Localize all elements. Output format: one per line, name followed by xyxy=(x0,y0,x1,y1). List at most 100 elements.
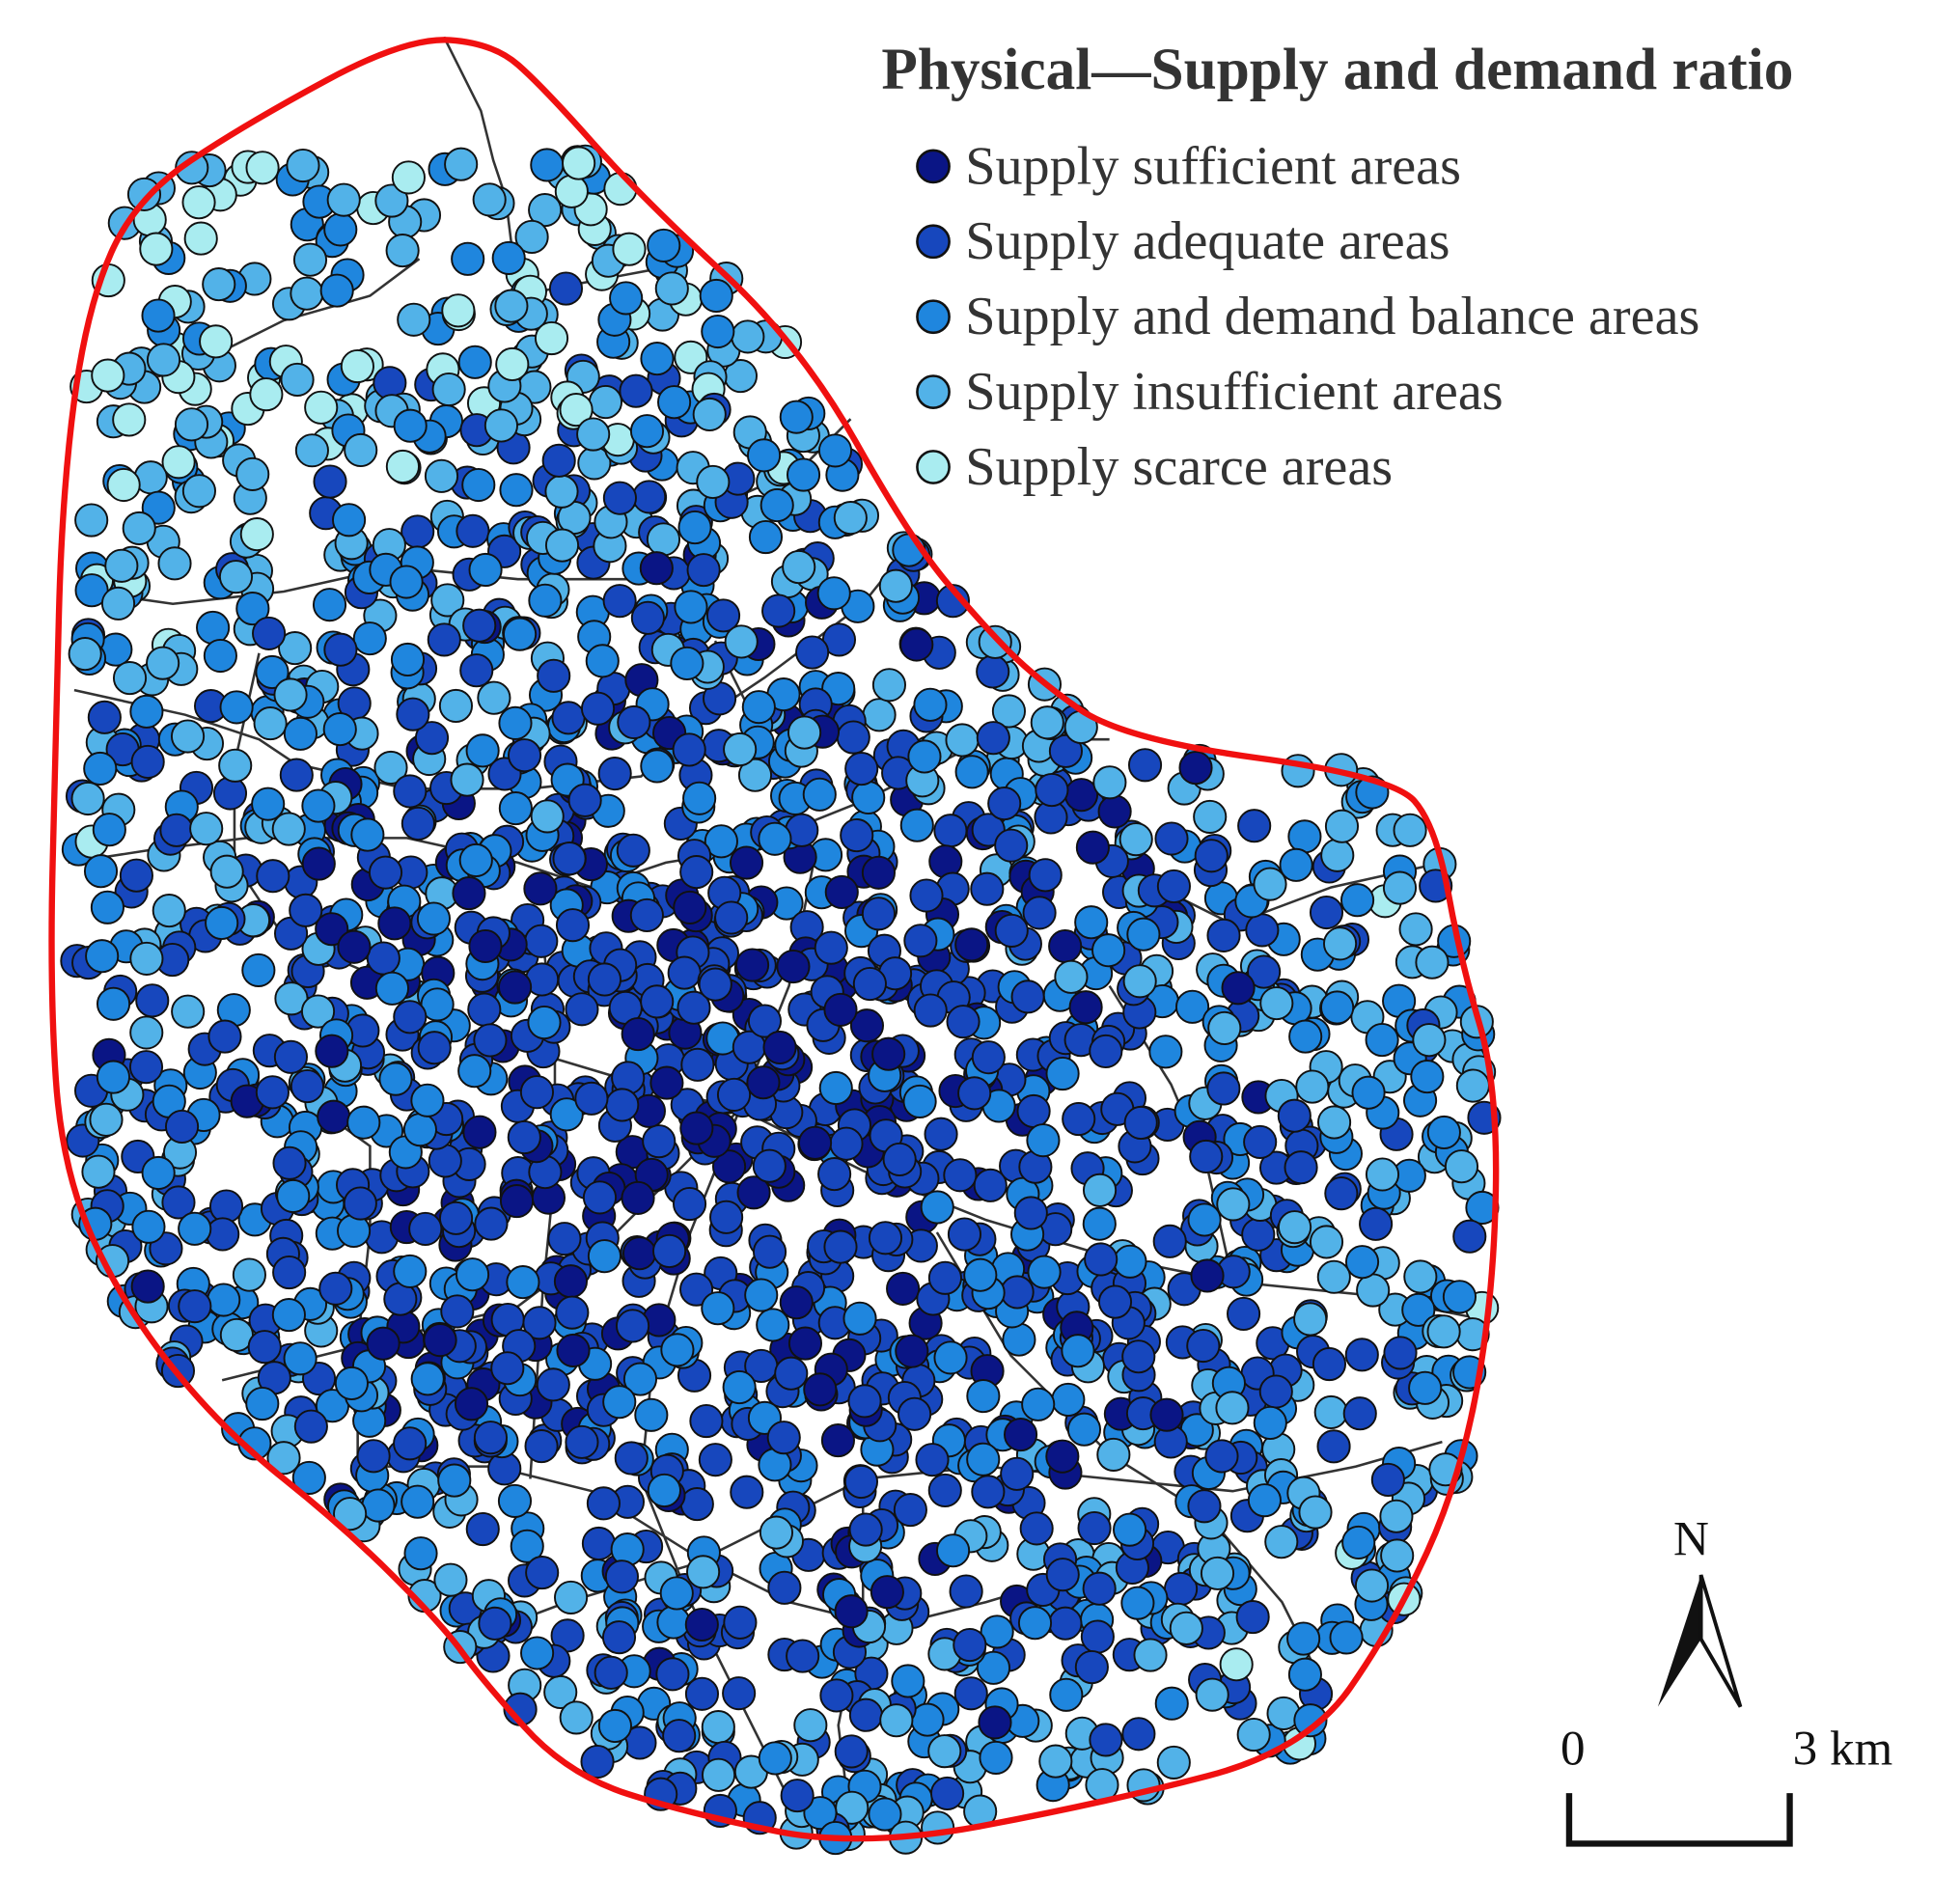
service-point xyxy=(189,812,224,846)
service-point xyxy=(528,583,563,618)
service-point xyxy=(622,1362,658,1396)
service-point xyxy=(677,510,712,545)
service-point xyxy=(1452,1219,1487,1254)
service-point xyxy=(639,551,674,586)
service-point xyxy=(323,212,358,247)
service-point xyxy=(218,748,253,783)
service-point xyxy=(104,548,139,583)
service-point xyxy=(621,1016,655,1052)
service-point xyxy=(126,177,162,211)
service-point xyxy=(235,456,270,491)
service-point xyxy=(823,992,858,1027)
service-point xyxy=(748,519,784,555)
service-point xyxy=(292,242,328,277)
service-point xyxy=(803,1796,838,1831)
service-point xyxy=(528,193,563,228)
service-point xyxy=(640,749,675,784)
service-point xyxy=(1298,1495,1333,1530)
service-point xyxy=(559,1700,594,1735)
service-point xyxy=(1288,1019,1323,1054)
service-point xyxy=(87,700,122,734)
service-point xyxy=(1444,1149,1479,1184)
service-point xyxy=(833,501,868,536)
service-point xyxy=(586,1486,621,1521)
service-point xyxy=(83,751,118,786)
service-point xyxy=(701,1710,735,1745)
service-point xyxy=(786,457,821,492)
service-point xyxy=(410,1083,445,1118)
service-point xyxy=(1035,773,1069,808)
service-point xyxy=(649,1065,684,1100)
service-point xyxy=(1017,1606,1053,1641)
service-point xyxy=(1038,1744,1073,1779)
service-point xyxy=(704,824,738,859)
service-point xyxy=(408,1211,443,1247)
service-point xyxy=(128,1050,164,1085)
service-point xyxy=(632,480,667,514)
service-point xyxy=(241,952,276,987)
service-point xyxy=(1148,1035,1183,1069)
service-point xyxy=(315,912,349,947)
service-point xyxy=(416,901,452,936)
service-point xyxy=(753,1234,787,1269)
service-point xyxy=(1342,1396,1377,1431)
service-point xyxy=(957,1076,992,1111)
service-point xyxy=(374,971,409,1006)
service-point xyxy=(89,1102,124,1137)
service-point xyxy=(1013,1196,1048,1230)
service-point xyxy=(1154,821,1189,856)
service-point xyxy=(1340,883,1375,918)
service-point xyxy=(559,393,594,428)
service-point xyxy=(836,720,870,755)
service-point xyxy=(882,1142,917,1176)
service-point xyxy=(1133,1638,1168,1672)
service-point xyxy=(322,712,357,747)
service-point xyxy=(1309,895,1344,930)
service-point xyxy=(459,653,494,688)
service-point xyxy=(1156,869,1191,903)
service-point xyxy=(131,1209,166,1244)
service-point xyxy=(879,1703,914,1738)
service-point xyxy=(667,955,702,990)
service-point xyxy=(1237,809,1272,843)
service-point xyxy=(129,694,164,729)
service-point xyxy=(483,408,518,443)
service-point xyxy=(943,1158,978,1193)
service-point xyxy=(824,874,859,909)
service-point xyxy=(554,174,589,208)
service-point xyxy=(629,414,665,449)
service-point xyxy=(619,373,653,408)
service-point xyxy=(734,948,770,982)
service-point xyxy=(1016,1093,1051,1129)
service-point xyxy=(1316,1429,1351,1464)
service-point xyxy=(313,464,347,499)
service-point xyxy=(686,553,721,588)
service-point xyxy=(400,806,435,841)
service-point xyxy=(393,774,428,809)
service-point xyxy=(634,1397,669,1432)
service-point xyxy=(782,549,816,585)
service-point xyxy=(279,758,314,792)
service-point xyxy=(1000,1456,1035,1491)
service-point xyxy=(397,302,431,337)
service-point xyxy=(1075,830,1110,865)
service-point xyxy=(390,642,426,677)
service-point xyxy=(552,842,587,876)
service-point xyxy=(609,281,644,316)
service-point xyxy=(1091,933,1126,968)
service-point xyxy=(455,1257,490,1292)
service-point xyxy=(427,622,461,657)
service-point xyxy=(893,1493,927,1528)
legend-label: Supply scarce areas xyxy=(965,437,1393,497)
service-point xyxy=(232,1257,266,1292)
service-point xyxy=(913,687,948,722)
service-point xyxy=(1258,1374,1293,1409)
service-point xyxy=(207,1283,241,1317)
service-point xyxy=(1312,1346,1347,1382)
service-point xyxy=(1193,799,1228,834)
service-point xyxy=(278,631,313,666)
service-point xyxy=(909,878,944,913)
service-point xyxy=(157,546,192,581)
service-point xyxy=(1026,1123,1061,1158)
